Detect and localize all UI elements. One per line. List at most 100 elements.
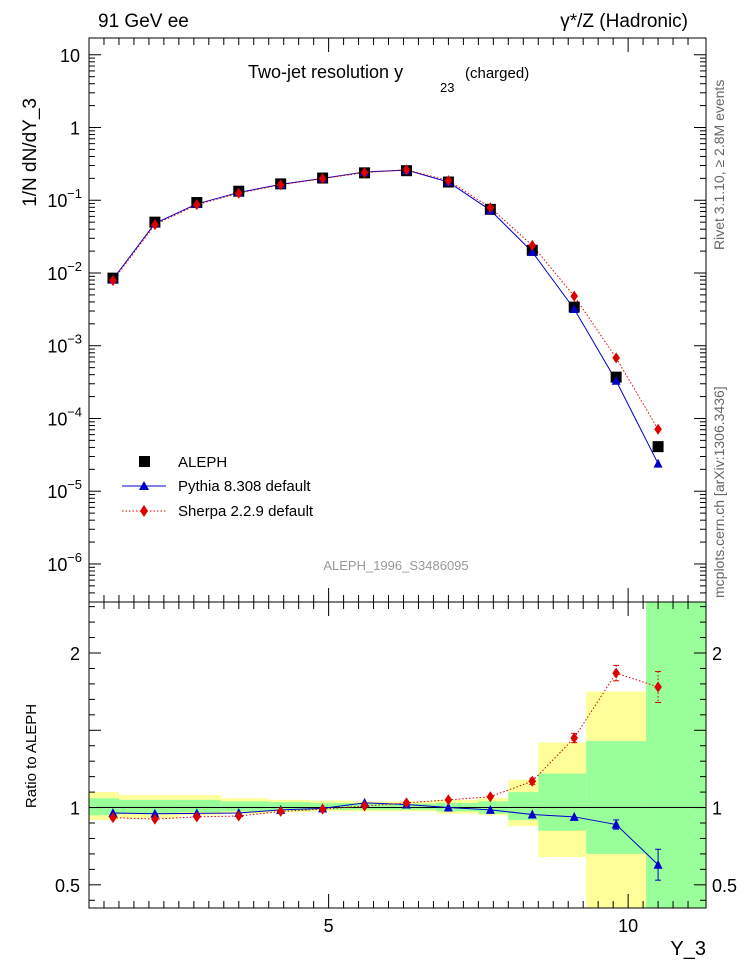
main-ytick-exponent: −2 (67, 259, 82, 274)
main-point-triangle (611, 375, 621, 385)
ratio-uncertainty-bands (89, 602, 706, 908)
main-ytick-exponent: −3 (67, 332, 82, 347)
ratio-point-diamond (402, 797, 411, 809)
ratio-point-diamond (360, 800, 369, 812)
ratio-point-diamond (486, 791, 495, 803)
main-point-diamond (234, 187, 243, 199)
ratio-ylabel: Ratio to ALEPH (23, 704, 40, 808)
main-point-diamond (528, 239, 537, 251)
main-point-diamond (402, 164, 411, 176)
ratio-point-diamond (276, 805, 285, 817)
main-panel: 1/N dN/dY_3 Two-jet resolution y 23 (cha… (20, 37, 707, 603)
ratio-panel: Ratio to ALEPH Y_3 5 10 0.5 0.5 1 1 2 2 (23, 601, 737, 960)
ratio-series-line-1 (112, 672, 659, 820)
main-ytick-exponent: −5 (67, 477, 82, 492)
main-point-diamond (654, 423, 662, 435)
ratio-point-diamond (151, 813, 159, 825)
band-green-4 (268, 802, 311, 811)
mcplots-label: mcplots.cern.ch [arXiv:1306.3436] (711, 386, 727, 598)
band-green-7 (394, 803, 437, 810)
legend-pythia-label: Pythia 8.308 default (178, 478, 311, 495)
main-ytick-label: 10 (47, 482, 67, 502)
ratio-point-diamond (234, 810, 243, 822)
main-ytick-exponent: −6 (67, 550, 82, 565)
ratio-point-diamond (193, 811, 201, 823)
main-ytick-label: 10 (47, 409, 67, 429)
header-right: γ*/Z (Hadronic) (560, 11, 688, 32)
main-title-subscript: 23 (440, 80, 454, 95)
main-point-triangle (569, 303, 579, 313)
main-point-diamond (193, 199, 201, 211)
main-point-diamond (109, 274, 117, 286)
x-axis-label: Y_3 (670, 938, 706, 960)
analysis-label: ALEPH_1996_S3486095 (323, 558, 468, 573)
band-green-5 (310, 802, 353, 810)
main-series-line-1 (112, 169, 659, 464)
ratio-point-triangle (653, 859, 663, 869)
main-series (107, 164, 664, 468)
ratio-point-diamond (570, 732, 579, 744)
ratio-ytick-label-left: 1 (70, 799, 80, 819)
ratio-point-diamond (612, 667, 620, 679)
band-green-12 (586, 741, 647, 854)
ratio-ytick-label-right: 2 (712, 644, 722, 664)
main-point-square (652, 441, 664, 453)
main-title: Two-jet resolution y (248, 62, 403, 82)
ratio-point-triangle (150, 808, 160, 818)
band-green-2 (178, 799, 221, 813)
band-green-3 (220, 801, 269, 812)
main-point-diamond (151, 219, 159, 231)
ratio-point-diamond (109, 812, 117, 824)
ratio-point-diamond (528, 775, 537, 787)
main-ytick-label: 10 (60, 46, 80, 66)
main-ytick-label: 1 (70, 119, 80, 139)
ratio-series-line-0 (112, 802, 659, 866)
main-title-extra: (charged) (465, 65, 529, 82)
legend-pythia-marker (139, 481, 149, 490)
legend: ALEPH Pythia 8.308 default Sherpa 2.2.9 … (122, 454, 314, 520)
ratio-series (108, 664, 663, 881)
ratio-point-triangle (485, 804, 495, 814)
band-green-11 (538, 773, 587, 831)
main-point-diamond (318, 173, 327, 185)
ratio-frame (88, 601, 707, 909)
legend-aleph-marker (139, 456, 150, 467)
main-point-diamond (360, 167, 369, 179)
ratio-point-diamond (444, 794, 453, 806)
ratio-ytick-label-left: 0.5 (55, 876, 80, 896)
main-point-diamond (570, 290, 579, 302)
main-point-diamond (276, 179, 285, 191)
band-green-1 (118, 799, 179, 814)
main-point-diamond (612, 352, 620, 364)
main-point-triangle (527, 246, 537, 256)
main-point-diamond (444, 175, 453, 187)
main-ytick-exponent: −1 (67, 186, 82, 201)
ratio-point-triangle (611, 819, 621, 829)
main-ylabel: 1/N dN/dY_3 (20, 98, 41, 207)
rivet-label: Rivet 3.1.10, ≥ 2.8M events (711, 80, 727, 250)
main-ytick-label: 10 (47, 555, 67, 575)
header-left: 91 GeV ee (98, 11, 189, 32)
ratio-ytick-label-right: 0.5 (712, 876, 737, 896)
ratio-xtick-label: 5 (324, 916, 334, 936)
band-green-6 (352, 803, 395, 810)
main-series-line-2 (112, 169, 659, 430)
ratio-y-ticks: 0.5 0.5 1 1 2 2 (55, 606, 737, 901)
ratio-point-triangle (527, 809, 537, 819)
legend-aleph-label: ALEPH (178, 454, 227, 471)
main-ytick-label: 10 (47, 264, 67, 284)
ratio-point-diamond (318, 803, 327, 815)
main-point-triangle (653, 458, 663, 468)
legend-sherpa-label: Sherpa 2.2.9 default (178, 503, 314, 520)
legend-sherpa-marker (140, 505, 148, 517)
main-ytick-exponent: −4 (67, 404, 82, 419)
ratio-point-triangle (443, 802, 453, 812)
main-point-diamond (486, 202, 495, 214)
ratio-point-diamond (654, 681, 662, 693)
ratio-xtick-label: 10 (618, 916, 638, 936)
main-ytick-label: 10 (47, 337, 67, 357)
main-ytick-label: 10 (47, 191, 67, 211)
ratio-point-triangle (569, 811, 579, 821)
